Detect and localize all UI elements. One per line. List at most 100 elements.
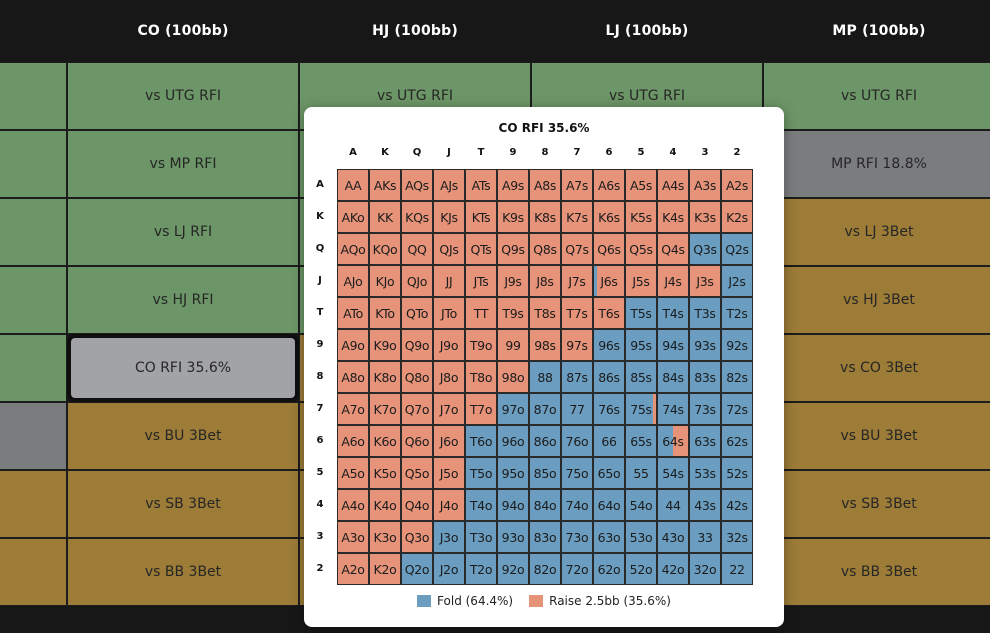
hand-cell-99[interactable]: 99 <box>497 329 529 361</box>
scenario-cell-empty[interactable] <box>0 334 67 402</box>
hand-cell-K6o[interactable]: K6o <box>369 425 401 457</box>
hand-cell-AKs[interactable]: AKs <box>369 169 401 201</box>
hand-cell-Q7s[interactable]: Q7s <box>561 233 593 265</box>
scenario-cell-vs-utg-rfi[interactable]: vs UTG RFI <box>763 62 990 130</box>
hand-cell-A5s[interactable]: A5s <box>625 169 657 201</box>
hand-cell-ATs[interactable]: ATs <box>465 169 497 201</box>
hand-cell-K4s[interactable]: K4s <box>657 201 689 233</box>
hand-cell-K3s[interactable]: K3s <box>689 201 721 233</box>
hand-cell-92s[interactable]: 92s <box>721 329 753 361</box>
hand-cell-96s[interactable]: 96s <box>593 329 625 361</box>
hand-cell-KJo[interactable]: KJo <box>369 265 401 297</box>
scenario-cell-vs-sb-3bet[interactable]: vs SB 3Bet <box>67 470 299 538</box>
hand-cell-53o[interactable]: 53o <box>625 521 657 553</box>
hand-cell-AJo[interactable]: AJo <box>337 265 369 297</box>
hand-cell-T6o[interactable]: T6o <box>465 425 497 457</box>
hand-cell-A6o[interactable]: A6o <box>337 425 369 457</box>
hand-cell-A3o[interactable]: A3o <box>337 521 369 553</box>
hand-cell-J7o[interactable]: J7o <box>433 393 465 425</box>
hand-cell-A4s[interactable]: A4s <box>657 169 689 201</box>
hand-cell-32o[interactable]: 32o <box>689 553 721 585</box>
hand-cell-K3o[interactable]: K3o <box>369 521 401 553</box>
scenario-cell-vs-bu-3bet[interactable]: vs BU 3Bet <box>67 402 299 470</box>
hand-cell-T5o[interactable]: T5o <box>465 457 497 489</box>
hand-cell-T2o[interactable]: T2o <box>465 553 497 585</box>
hand-cell-A5o[interactable]: A5o <box>337 457 369 489</box>
hand-cell-T5s[interactable]: T5s <box>625 297 657 329</box>
hand-cell-76o[interactable]: 76o <box>561 425 593 457</box>
hand-cell-K8o[interactable]: K8o <box>369 361 401 393</box>
hand-cell-63s[interactable]: 63s <box>689 425 721 457</box>
hand-cell-K7s[interactable]: K7s <box>561 201 593 233</box>
hand-cell-22[interactable]: 22 <box>721 553 753 585</box>
scenario-cell-vs-hj-3bet[interactable]: vs HJ 3Bet <box>763 266 990 334</box>
hand-cell-A7s[interactable]: A7s <box>561 169 593 201</box>
hand-cell-J7s[interactable]: J7s <box>561 265 593 297</box>
hand-cell-A2s[interactable]: A2s <box>721 169 753 201</box>
hand-cell-53s[interactable]: 53s <box>689 457 721 489</box>
hand-cell-75o[interactable]: 75o <box>561 457 593 489</box>
hand-cell-Q4o[interactable]: Q4o <box>401 489 433 521</box>
scenario-cell-empty[interactable] <box>0 62 67 130</box>
hand-cell-73o[interactable]: 73o <box>561 521 593 553</box>
hand-cell-Q2o[interactable]: Q2o <box>401 553 433 585</box>
hand-cell-KQs[interactable]: KQs <box>401 201 433 233</box>
hand-cell-J3s[interactable]: J3s <box>689 265 721 297</box>
hand-cell-JTs[interactable]: JTs <box>465 265 497 297</box>
hand-cell-Q9s[interactable]: Q9s <box>497 233 529 265</box>
scenario-cell-empty[interactable] <box>0 470 67 538</box>
hand-cell-J2s[interactable]: J2s <box>721 265 753 297</box>
hand-cell-K2s[interactable]: K2s <box>721 201 753 233</box>
hand-cell-63o[interactable]: 63o <box>593 521 625 553</box>
hand-cell-62s[interactable]: 62s <box>721 425 753 457</box>
hand-cell-T4o[interactable]: T4o <box>465 489 497 521</box>
scenario-cell-vs-lj-rfi[interactable]: vs LJ RFI <box>67 198 299 266</box>
hand-cell-Q5o[interactable]: Q5o <box>401 457 433 489</box>
hand-cell-52o[interactable]: 52o <box>625 553 657 585</box>
scenario-cell-empty[interactable] <box>0 402 67 470</box>
hand-cell-J8s[interactable]: J8s <box>529 265 561 297</box>
hand-cell-J3o[interactable]: J3o <box>433 521 465 553</box>
hand-cell-43o[interactable]: 43o <box>657 521 689 553</box>
hand-cell-JTo[interactable]: JTo <box>433 297 465 329</box>
hand-cell-K5s[interactable]: K5s <box>625 201 657 233</box>
scenario-cell-vs-co-3bet[interactable]: vs CO 3Bet <box>763 334 990 402</box>
hand-cell-T9o[interactable]: T9o <box>465 329 497 361</box>
hand-cell-AQs[interactable]: AQs <box>401 169 433 201</box>
hand-cell-K4o[interactable]: K4o <box>369 489 401 521</box>
hand-cell-87o[interactable]: 87o <box>529 393 561 425</box>
hand-cell-86s[interactable]: 86s <box>593 361 625 393</box>
hand-cell-T4s[interactable]: T4s <box>657 297 689 329</box>
hand-cell-52s[interactable]: 52s <box>721 457 753 489</box>
hand-cell-Q4s[interactable]: Q4s <box>657 233 689 265</box>
hand-cell-A8s[interactable]: A8s <box>529 169 561 201</box>
hand-cell-QTo[interactable]: QTo <box>401 297 433 329</box>
hand-cell-K6s[interactable]: K6s <box>593 201 625 233</box>
hand-cell-98s[interactable]: 98s <box>529 329 561 361</box>
hand-cell-76s[interactable]: 76s <box>593 393 625 425</box>
hand-cell-J4o[interactable]: J4o <box>433 489 465 521</box>
hand-cell-74o[interactable]: 74o <box>561 489 593 521</box>
scenario-cell-vs-bb-3bet[interactable]: vs BB 3Bet <box>763 538 990 606</box>
hand-cell-98o[interactable]: 98o <box>497 361 529 393</box>
hand-cell-77[interactable]: 77 <box>561 393 593 425</box>
hand-cell-65o[interactable]: 65o <box>593 457 625 489</box>
hand-cell-Q8s[interactable]: Q8s <box>529 233 561 265</box>
hand-cell-T9s[interactable]: T9s <box>497 297 529 329</box>
hand-cell-AQo[interactable]: AQo <box>337 233 369 265</box>
hand-cell-T8o[interactable]: T8o <box>465 361 497 393</box>
hand-cell-Q3s[interactable]: Q3s <box>689 233 721 265</box>
hand-cell-32s[interactable]: 32s <box>721 521 753 553</box>
hand-cell-Q5s[interactable]: Q5s <box>625 233 657 265</box>
hand-cell-KJs[interactable]: KJs <box>433 201 465 233</box>
hand-cell-84s[interactable]: 84s <box>657 361 689 393</box>
hand-cell-QJs[interactable]: QJs <box>433 233 465 265</box>
hand-cell-Q9o[interactable]: Q9o <box>401 329 433 361</box>
hand-cell-A8o[interactable]: A8o <box>337 361 369 393</box>
hand-cell-44[interactable]: 44 <box>657 489 689 521</box>
hand-cell-K7o[interactable]: K7o <box>369 393 401 425</box>
hand-cell-J6o[interactable]: J6o <box>433 425 465 457</box>
hand-cell-K9o[interactable]: K9o <box>369 329 401 361</box>
hand-cell-AA[interactable]: AA <box>337 169 369 201</box>
hand-cell-66[interactable]: 66 <box>593 425 625 457</box>
